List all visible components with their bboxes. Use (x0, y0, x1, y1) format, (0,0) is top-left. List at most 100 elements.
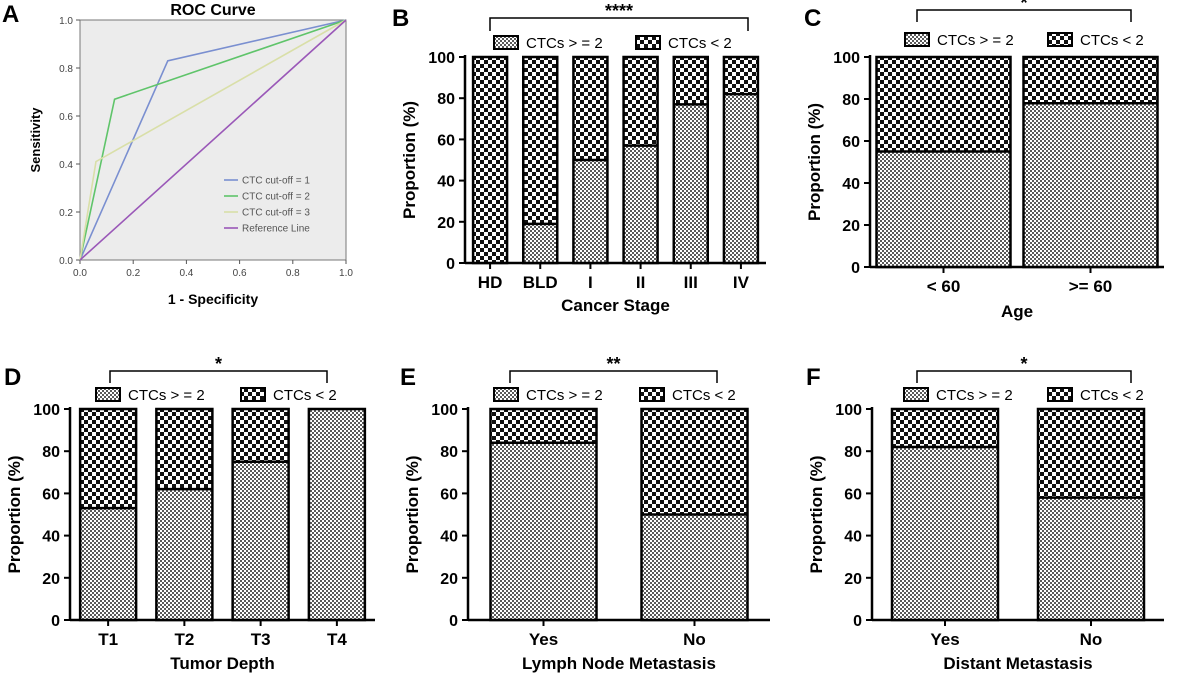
bar-ctcs-lt2 (156, 409, 213, 490)
legend-label: CTCs < 2 (1080, 32, 1144, 49)
significance-label: **** (605, 1, 633, 21)
roc-ytick-label: 0.8 (59, 64, 73, 75)
bar-ctcs-lt2 (232, 409, 289, 462)
y-tick-label: 40 (844, 529, 862, 546)
y-axis-label: Proportion (%) (403, 455, 422, 573)
panel-letter-c: C (804, 5, 821, 32)
legend-label: CTCs > = 2 (526, 35, 603, 52)
y-tick-label: 60 (842, 134, 860, 151)
x-tick-label: No (1080, 630, 1103, 649)
panel-c: 0 20 40 60 80 100 Proportion (%) < 60 >= 60 Age * C… (805, 0, 1164, 321)
y-tick-label: 40 (42, 529, 60, 546)
x-tick-label: T1 (98, 630, 118, 649)
bar-ctcs-ge2 (623, 145, 658, 263)
legend-swatch (1047, 32, 1073, 47)
legend-swatch (95, 387, 121, 402)
y-axis-label: Proportion (%) (400, 101, 419, 219)
roc-legend-label: CTC cut-off = 2 (242, 192, 310, 203)
roc-ytick-label: 0.6 (59, 112, 73, 123)
roc-ytick-label: 0.2 (59, 208, 73, 219)
roc-series-line (79, 19, 347, 261)
roc-series-line (79, 19, 347, 261)
bar-ctcs-lt2 (641, 409, 748, 515)
y-tick-label: 80 (844, 444, 862, 461)
y-tick-label: 60 (440, 486, 458, 503)
y-tick-label: 40 (437, 174, 455, 191)
x-tick-label: T3 (251, 630, 271, 649)
roc-xtick-label: 0.2 (126, 268, 140, 279)
x-tick-label: BLD (523, 273, 558, 292)
legend-swatch (493, 387, 519, 402)
bar-ctcs-lt2 (80, 409, 137, 509)
panel-e: 0 20 40 60 80 100 Proportion (%) Yes No Lymph Nod… (403, 354, 770, 673)
bar-ctcs-lt2 (573, 57, 608, 160)
x-axis-label: Distant Metastasis (943, 654, 1092, 673)
y-tick-label: 20 (440, 571, 458, 588)
significance-label: * (1020, 0, 1027, 13)
x-tick-label: II (636, 273, 645, 292)
x-tick-label: >= 60 (1069, 277, 1113, 296)
y-tick-label: 80 (842, 92, 860, 109)
y-tick-label: 20 (844, 571, 862, 588)
legend-label: CTCs < 2 (273, 387, 337, 404)
y-tick-label: 60 (437, 132, 455, 149)
x-axis-label: Cancer Stage (561, 296, 670, 315)
x-tick-label: Yes (529, 630, 558, 649)
significance-label: * (1020, 354, 1027, 374)
legend-swatch (639, 387, 665, 402)
y-tick-label: 0 (51, 613, 60, 630)
x-tick-label: III (684, 273, 698, 292)
bar-ctcs-lt2 (623, 57, 658, 146)
roc-legend-label: Reference Line (242, 224, 310, 235)
y-axis-label: Proportion (%) (805, 103, 824, 221)
roc-xtick-label: 1.0 (339, 268, 353, 279)
y-tick-label: 60 (844, 486, 862, 503)
roc-xtick-label: 0.8 (286, 268, 300, 279)
bar-ctcs-ge2 (156, 489, 213, 620)
bar-ctcs-ge2 (308, 409, 365, 620)
y-tick-label: 100 (431, 402, 458, 419)
y-tick-label: 80 (440, 444, 458, 461)
legend-swatch (493, 35, 519, 50)
bar-ctcs-ge2 (1023, 103, 1158, 267)
legend-label: CTCs > = 2 (937, 32, 1014, 49)
chart-layer: A B C D E F ROC Curve 0.0 0.2 0.4 0.6 0.8 1.0 0.0 0.2 0… (2, 0, 1164, 673)
panel-f: 0 20 40 60 80 100 Proportion (%) Yes No Distant M… (807, 354, 1164, 673)
legend-label: CTCs > = 2 (526, 387, 603, 404)
roc-ytick-label: 0.4 (59, 160, 73, 171)
x-tick-label: IV (733, 273, 750, 292)
x-tick-label: No (683, 630, 706, 649)
roc-title: ROC Curve (170, 2, 255, 19)
y-tick-label: 40 (440, 529, 458, 546)
legend-label: CTCs > = 2 (128, 387, 205, 404)
roc-chart: ROC Curve 0.0 0.2 0.4 0.6 0.8 1.0 0.0 0.2 0.4 0.6 0… (28, 2, 353, 307)
significance-bracket (489, 17, 749, 31)
y-axis-label: Proportion (%) (5, 455, 24, 573)
panel-letter-f: F (806, 364, 821, 391)
bar-ctcs-ge2 (673, 104, 708, 263)
x-tick-label: < 60 (927, 277, 961, 296)
x-tick-label: HD (478, 273, 503, 292)
y-tick-label: 0 (449, 613, 458, 630)
panel-letter-b: B (392, 5, 409, 32)
bar-ctcs-ge2 (723, 94, 758, 263)
legend-label: CTCs < 2 (1080, 387, 1144, 404)
panel-letter-e: E (400, 364, 416, 391)
bar-ctcs-ge2 (80, 508, 137, 620)
bar-ctcs-ge2 (892, 446, 998, 620)
y-tick-label: 80 (42, 444, 60, 461)
bar-ctcs-ge2 (232, 461, 289, 620)
y-tick-label: 40 (842, 176, 860, 193)
bar-ctcs-lt2 (473, 57, 508, 263)
y-tick-label: 20 (42, 571, 60, 588)
y-tick-label: 0 (851, 260, 860, 277)
legend-label: CTCs < 2 (672, 387, 736, 404)
x-axis-label: Tumor Depth (170, 654, 275, 673)
roc-series-line (79, 19, 347, 261)
y-tick-label: 100 (33, 402, 60, 419)
x-tick-label: I (588, 273, 593, 292)
y-tick-label: 20 (842, 218, 860, 235)
roc-ytick-label: 0.0 (59, 256, 73, 267)
